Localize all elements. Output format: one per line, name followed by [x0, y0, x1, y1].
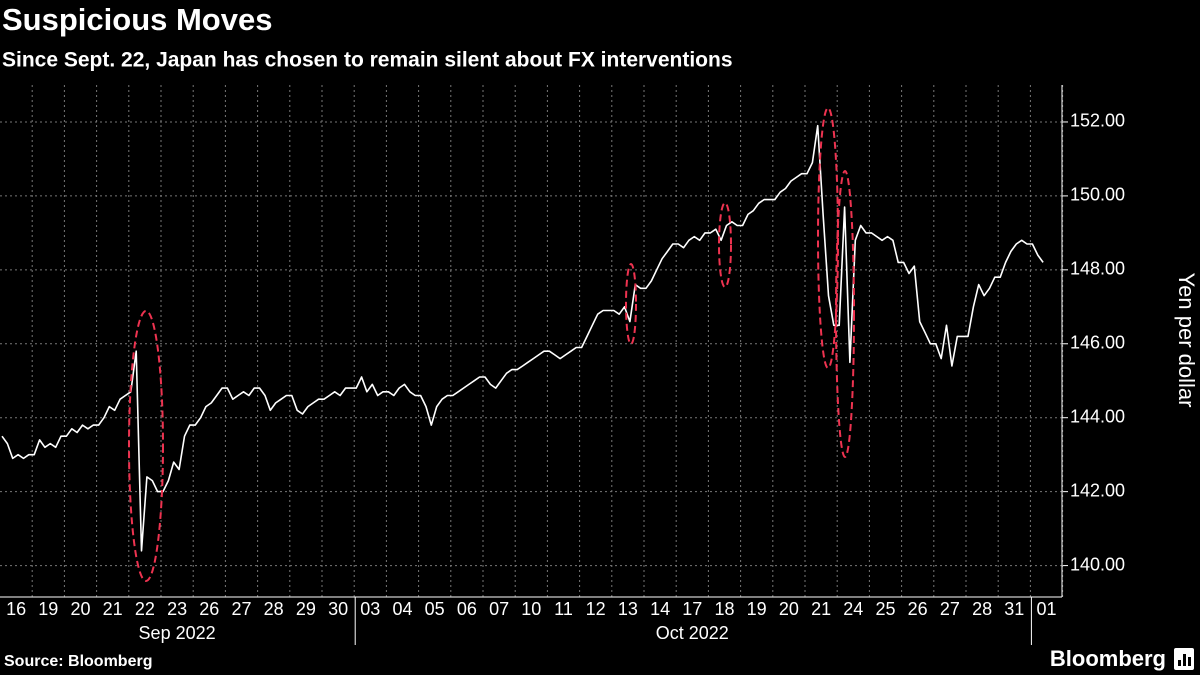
x-tick-label: 28	[972, 599, 992, 619]
x-tick-label: 16	[6, 599, 26, 619]
annotation-ellipse	[625, 263, 637, 345]
x-tick-label: 04	[392, 599, 412, 619]
x-tick-label: 07	[489, 599, 509, 619]
x-tick-label: 19	[747, 599, 767, 619]
y-tick-label: 152.00	[1070, 111, 1125, 131]
x-tick-label: 27	[231, 599, 251, 619]
x-tick-label: 18	[714, 599, 734, 619]
annotations	[128, 107, 855, 582]
source: Source: Bloomberg	[4, 653, 152, 670]
x-tick-label: 27	[940, 599, 960, 619]
y-tick-label: 142.00	[1070, 480, 1125, 500]
x-tick-label: 14	[650, 599, 670, 619]
x-tick-label: 29	[296, 599, 316, 619]
x-tick-label: 20	[779, 599, 799, 619]
x-tick-label: 06	[457, 599, 477, 619]
x-tick-label: 12	[586, 599, 606, 619]
y-tick-label: 140.00	[1070, 554, 1125, 574]
x-group-label: Oct 2022	[656, 623, 729, 643]
y-tick-label: 150.00	[1070, 185, 1125, 205]
x-tick-label: 01	[1036, 599, 1056, 619]
x-tick-label: 22	[135, 599, 155, 619]
y-tick-label: 144.00	[1070, 406, 1125, 426]
y-tick-label: 148.00	[1070, 259, 1125, 279]
x-tick-label: 11	[554, 599, 573, 619]
price-line	[1, 124, 1044, 552]
x-tick-label: 20	[70, 599, 90, 619]
brand: Bloomberg	[1050, 646, 1166, 671]
x-tick-label: 26	[908, 599, 928, 619]
x-tick-label: 19	[38, 599, 58, 619]
y-axis-label: Yen per dollar	[1174, 273, 1199, 408]
annotation-ellipse	[128, 310, 164, 582]
x-tick-label: 21	[103, 599, 123, 619]
chart-subtitle: Since Sept. 22, Japan has chosen to rema…	[2, 49, 733, 72]
x-tick-label: 21	[811, 599, 831, 619]
x-tick-label: 25	[875, 599, 895, 619]
y-tick-label: 146.00	[1070, 333, 1125, 353]
plot-area: 140.00 142.00 144.00 146.00 148.00 150.00 152.…	[0, 85, 1125, 645]
x-tick-label: 28	[264, 599, 284, 619]
chart-title: Suspicious Moves	[2, 2, 272, 37]
x-tick-label: 30	[328, 599, 348, 619]
x-tick-label: 10	[521, 599, 541, 619]
annotation-ellipse	[718, 202, 732, 288]
x-tick-label: 24	[843, 599, 863, 619]
x-tick-label: 26	[199, 599, 219, 619]
x-tick-label: 03	[360, 599, 380, 619]
x-tick-label: 31	[1004, 599, 1024, 619]
x-tick-label: 13	[618, 599, 638, 619]
x-group-label: Sep 2022	[139, 623, 216, 643]
x-tick-label: 17	[682, 599, 702, 619]
x-tick-label: 23	[167, 599, 187, 619]
brand-icon	[1174, 648, 1194, 670]
annotation-ellipse	[835, 170, 855, 458]
x-tick-label: 05	[425, 599, 445, 619]
